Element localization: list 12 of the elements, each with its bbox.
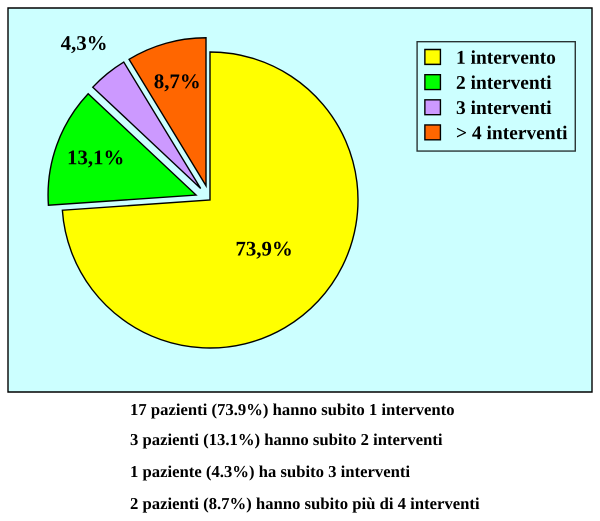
data-label: 73,9% [236, 242, 291, 259]
legend-label: 1 intervento [458, 50, 556, 64]
legend-label: 3 interventi [456, 100, 552, 114]
data-label: 13,1% [68, 150, 122, 168]
data-label: 4,3% [60, 36, 106, 54]
text: 3 pazienti (13.1%) hanno subito 2 interventi [130, 433, 442, 449]
text: 17 pazienti (73.9%) hanno subito 1 intervento [131, 403, 454, 419]
data-label: 8,7% [154, 74, 199, 92]
legend-label: 2 interventi [456, 75, 552, 90]
text: 1 paziente (4.3%) ha subito 3 interventi [131, 465, 410, 481]
legend-label: > 4 interventi [456, 126, 568, 140]
text: 2 pazienti (8.7%) hanno subito più di 4 interventi [130, 497, 480, 513]
